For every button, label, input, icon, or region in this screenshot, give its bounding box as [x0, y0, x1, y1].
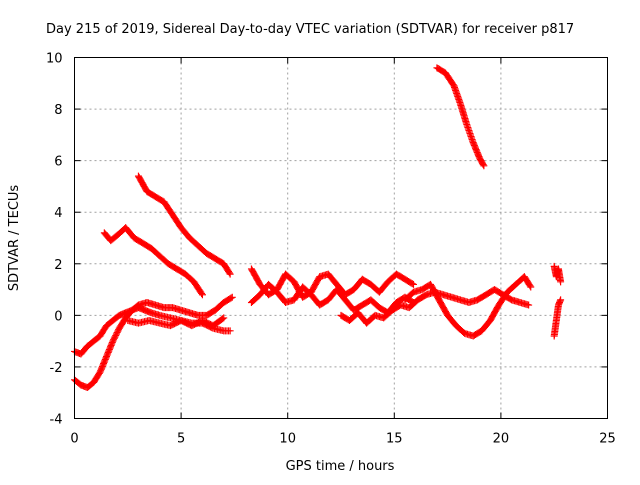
data-point — [480, 162, 488, 170]
y-tick-label: 6 — [54, 155, 62, 170]
data-point-interp — [227, 294, 235, 302]
series-arc-3 — [100, 224, 206, 299]
series-arc-5 — [124, 314, 228, 330]
y-tick-label: -2 — [50, 361, 63, 376]
data-point — [228, 293, 236, 301]
data-marks — [71, 64, 565, 392]
y-axis-label: SDTVAR / TECUs — [7, 185, 22, 292]
series-arc-12 — [550, 296, 565, 340]
series-arc-4 — [134, 172, 234, 278]
series-arc-9 — [401, 273, 535, 340]
data-point — [226, 270, 234, 278]
x-tick-label: 5 — [177, 432, 185, 447]
data-point-interp — [408, 280, 416, 288]
data-point — [527, 283, 535, 291]
data-point-interp — [198, 289, 206, 297]
data-point-interp — [219, 315, 227, 323]
data-point-interp — [479, 161, 487, 169]
data-point-interp — [225, 269, 233, 277]
series-arc-7 — [247, 280, 417, 317]
plot-frame — [74, 57, 608, 419]
x-tick-label: 15 — [386, 432, 403, 447]
y-tick-label: 2 — [54, 258, 62, 273]
x-tick-label: 10 — [279, 432, 296, 447]
gridlines — [74, 57, 608, 419]
y-tick-label: 8 — [54, 103, 62, 118]
data-point — [226, 327, 234, 335]
y-tick-label: -4 — [50, 413, 63, 428]
data-point — [220, 314, 228, 322]
x-tick-label: 0 — [70, 432, 78, 447]
chart-title: Day 215 of 2019, Sidereal Day-to-day VTE… — [46, 22, 574, 37]
data-point — [198, 291, 206, 299]
data-point — [557, 296, 565, 304]
series-arc-10 — [433, 64, 488, 170]
series-arc-11 — [550, 262, 565, 286]
y-tick-label: 10 — [46, 52, 63, 67]
data-point — [525, 301, 533, 309]
data-point — [409, 280, 417, 288]
y-tick-label: 0 — [54, 309, 62, 324]
data-point — [557, 278, 565, 286]
x-tick-label: 25 — [599, 432, 616, 447]
axis-ticks: 0 5 10 15 20 25 -4 -2 0 2 4 6 8 10 — [46, 52, 616, 447]
y-tick-label: 4 — [54, 206, 62, 221]
x-tick-label: 20 — [493, 432, 510, 447]
x-axis-label: GPS time / hours — [286, 459, 395, 474]
data-point-interp — [526, 282, 534, 290]
